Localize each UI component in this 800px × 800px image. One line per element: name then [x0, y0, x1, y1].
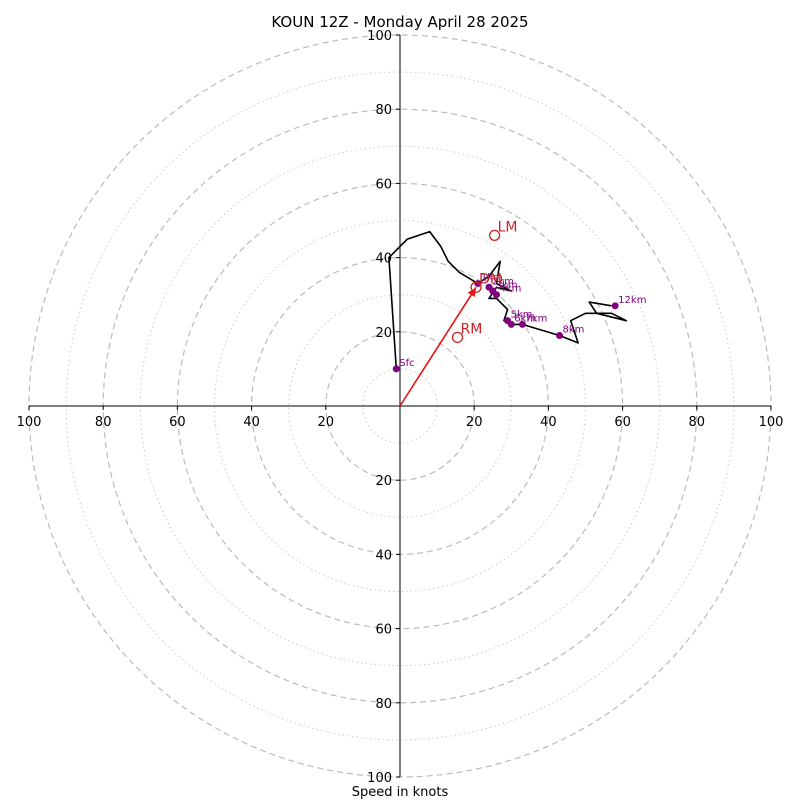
- x-tick-label: 100: [759, 415, 784, 430]
- storm-motion-dm-marker: [470, 281, 482, 293]
- wind-trace-line: [388, 230, 628, 369]
- height-point-6km: [507, 320, 515, 328]
- y-tick-label: 100: [367, 29, 392, 44]
- y-tick-label: 40: [375, 548, 392, 563]
- height-point-4km: [492, 291, 500, 299]
- height-label-5km: 5km: [511, 310, 533, 321]
- tick-labels: 20 20 20 20 40 40 40 40 60 60 60 60 80 80 80 80 100 100 10…: [17, 29, 784, 786]
- x-tick-label: 100: [17, 415, 42, 430]
- x-tick-label: 20: [318, 415, 335, 430]
- shear-vector: [399, 286, 477, 407]
- height-label-12km: 12km: [618, 295, 646, 306]
- storm-motion-rm-label: RM: [461, 321, 483, 337]
- height-label-4km: 4km: [499, 284, 521, 295]
- x-tick-label: 80: [689, 415, 706, 430]
- storm-motion-lm-marker: [488, 229, 501, 241]
- height-label-1km: 1km: [481, 273, 503, 284]
- height-label-8km: 8km: [563, 325, 585, 336]
- chart-title: KOUN 12Z - Monday April 28 2025: [271, 13, 528, 31]
- height-point-12km: [611, 302, 619, 310]
- height-label-2km: 2km: [492, 276, 514, 287]
- x-tick-label: 60: [614, 415, 631, 430]
- y-tick-label: 40: [375, 252, 392, 267]
- shear-vector-head: [467, 287, 477, 298]
- x-tick-label: 40: [243, 415, 260, 430]
- x-axis-label: Speed in knots: [352, 785, 449, 800]
- height-label-7km: 7km: [525, 313, 547, 324]
- x-tick-label: 40: [540, 415, 557, 430]
- height-label-6km: 6km: [514, 313, 536, 324]
- height-label-sfc: Sfc: [399, 358, 414, 369]
- storm-motion-rm-marker: [451, 331, 464, 344]
- height-label-3km: 3km: [496, 280, 518, 291]
- y-tick-label: 80: [375, 103, 392, 118]
- y-tick-label: 80: [375, 697, 392, 712]
- storm-motions: RM LM DM: [451, 219, 518, 344]
- y-tick-label: 100: [367, 771, 392, 786]
- y-tick-label: 20: [375, 326, 392, 341]
- storm-motion-dm-label: DM: [479, 271, 502, 287]
- x-tick-label: 20: [466, 415, 483, 430]
- storm-motion-lm-label: LM: [498, 219, 518, 235]
- hodograph-trace: [388, 230, 628, 369]
- height-point-sfc: [392, 365, 400, 373]
- x-tick-label: 80: [95, 415, 112, 430]
- shear-vector-line: [399, 286, 477, 407]
- y-tick-label: 60: [375, 177, 392, 192]
- y-tick-label: 60: [375, 623, 392, 638]
- y-tick-label: 20: [375, 474, 392, 489]
- x-tick-label: 60: [169, 415, 186, 430]
- height-point-8km: [556, 332, 564, 340]
- height-point-7km: [518, 320, 526, 328]
